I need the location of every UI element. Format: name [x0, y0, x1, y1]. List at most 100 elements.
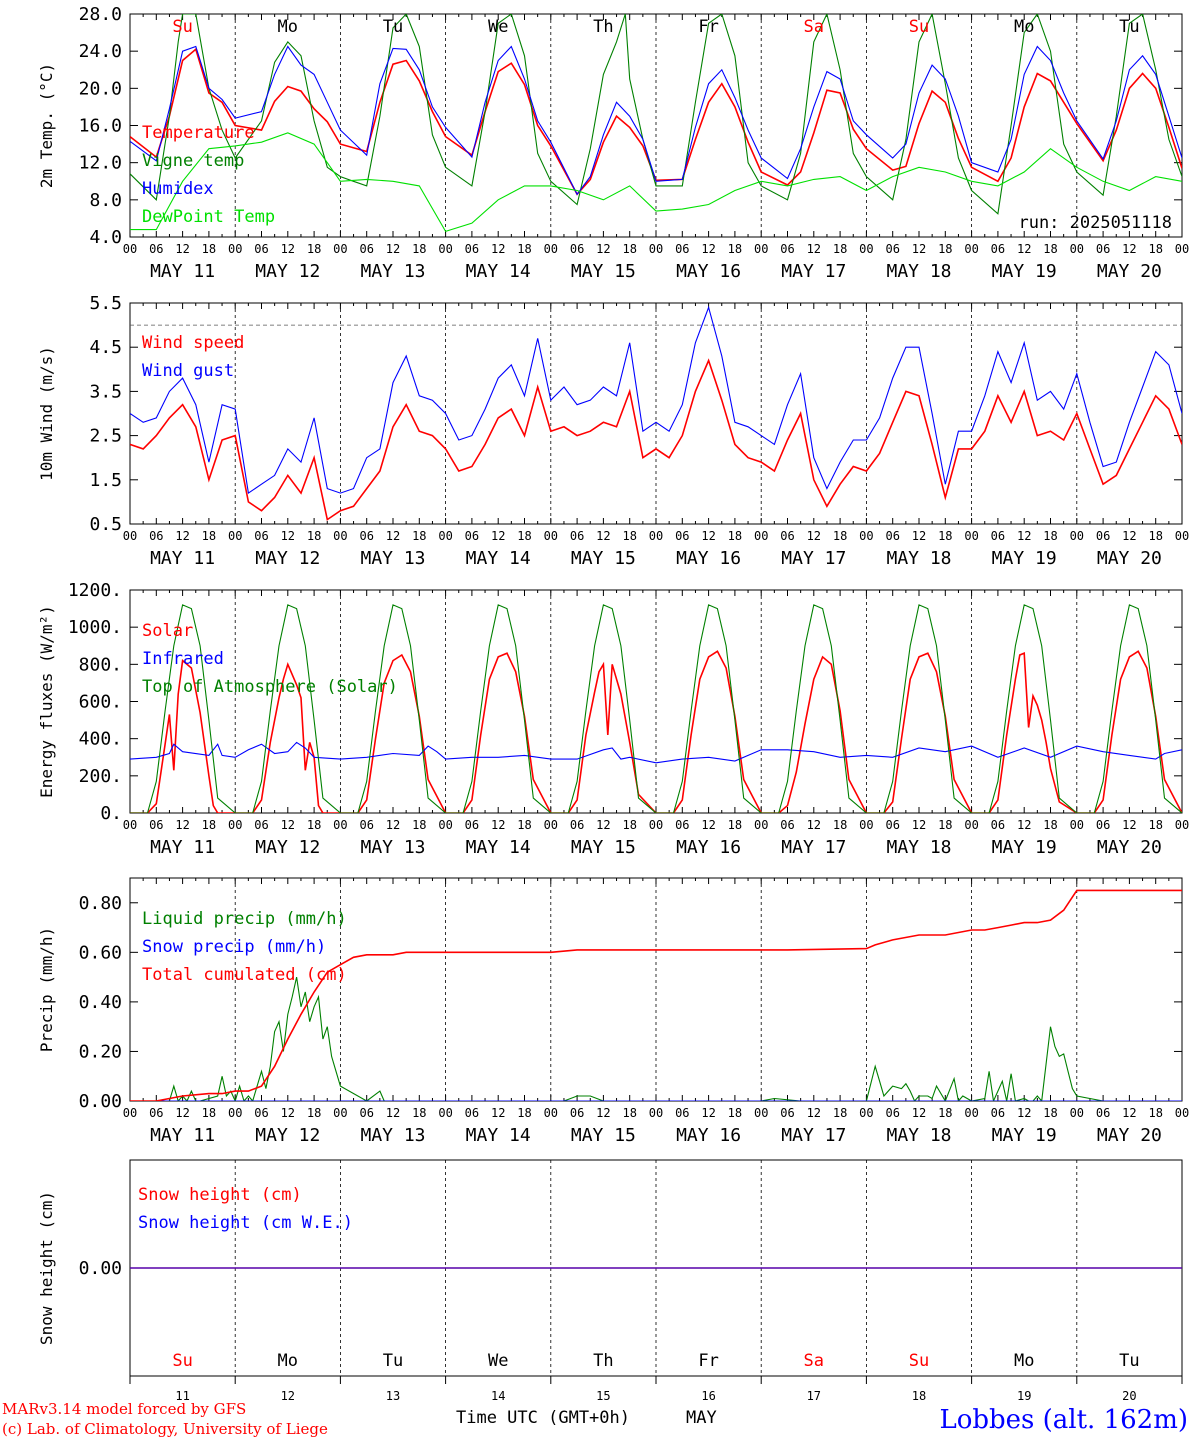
weekday-label: Fr: [698, 17, 718, 37]
hour-tick-label: 18: [1148, 818, 1162, 832]
hour-tick-label: 06: [991, 1106, 1005, 1120]
legend-entry: Wind speed: [142, 333, 244, 353]
weekday-label: Sa: [804, 17, 824, 37]
hour-tick-label: 06: [570, 529, 584, 543]
y-tick-label: 1000.: [68, 617, 122, 638]
hour-tick-label: 06: [675, 529, 689, 543]
date-label: MAY 18: [886, 261, 951, 282]
hour-tick-label: 00: [333, 529, 347, 543]
hour-tick-label: 12: [701, 818, 715, 832]
hour-tick-label: 06: [991, 529, 1005, 543]
series-line-2: [130, 305, 1182, 495]
hour-tick-label: 00: [649, 1106, 663, 1120]
lab-credit-line: (c) Lab. of Climatology, University of L…: [2, 1420, 328, 1438]
hour-tick-label: 06: [465, 529, 479, 543]
hour-tick-label: 00: [544, 818, 558, 832]
hour-tick-label: 18: [833, 1106, 847, 1120]
hour-tick-label: 12: [1017, 1106, 1031, 1120]
y-tick-label: 0.80: [79, 893, 122, 914]
hour-tick-label: 06: [254, 1106, 268, 1120]
hour-tick-label: 00: [123, 1106, 137, 1120]
y-tick-label: 8.0: [89, 190, 122, 211]
date-label: MAY 14: [466, 548, 531, 569]
hour-tick-label: 12: [491, 242, 505, 256]
date-label: MAY 19: [992, 548, 1057, 569]
date-label: MAY 12: [255, 261, 320, 282]
hour-tick-label: 18: [412, 242, 426, 256]
weekday-label: Su: [172, 1351, 192, 1371]
hour-tick-label: 00: [544, 1106, 558, 1120]
hour-tick-label: 06: [885, 1106, 899, 1120]
hour-tick-label: 18: [622, 818, 636, 832]
hour-tick-label: 12: [701, 529, 715, 543]
y-tick-label: 16.0: [79, 116, 122, 137]
hour-tick-label: 12: [1122, 818, 1136, 832]
legend-entry: Temperature: [142, 123, 255, 143]
legend-entry: Humidex: [142, 179, 214, 199]
y-tick-label: 0.60: [79, 942, 122, 963]
y-tick-label: 2.5: [89, 426, 122, 447]
hour-tick-label: 18: [1148, 529, 1162, 543]
y-tick-label: 24.0: [79, 41, 122, 62]
hour-tick-label: 00: [754, 242, 768, 256]
hour-tick-label: 06: [991, 242, 1005, 256]
panel-3: 00 06 12 18 00 06 12 18 00 06 12 18 00 06 12 18 00 06 12 18…: [37, 580, 1189, 858]
day-number-label: 14: [491, 1389, 505, 1403]
hour-tick-label: 12: [912, 1106, 926, 1120]
weekday-label: Tu: [383, 1351, 403, 1371]
weekday-label: Su: [909, 17, 929, 37]
weekday-label: Th: [593, 1351, 613, 1371]
hour-tick-label: 06: [359, 529, 373, 543]
legend-entry: Snow precip (mm/h): [142, 937, 326, 957]
date-label: MAY 16: [676, 548, 741, 569]
hour-tick-label: 12: [491, 818, 505, 832]
hour-tick-label: 18: [938, 242, 952, 256]
y-tick-label: 200.: [79, 766, 122, 787]
hour-tick-label: 00: [1070, 529, 1084, 543]
hour-tick-label: 18: [1148, 1106, 1162, 1120]
legend-entry: Liquid precip (mm/h): [142, 909, 347, 929]
hour-tick-label: 12: [386, 529, 400, 543]
hour-tick-label: 06: [885, 242, 899, 256]
hour-tick-label: 18: [1043, 529, 1057, 543]
series-line-4: [130, 132, 1182, 233]
hour-tick-label: 18: [307, 242, 321, 256]
date-label: MAY 19: [992, 261, 1057, 282]
date-label: MAY 11: [150, 1125, 215, 1146]
hour-tick-label: 00: [1175, 1106, 1189, 1120]
date-label: MAY 14: [466, 261, 531, 282]
series-line-1: [130, 976, 1182, 1101]
hour-tick-label: 12: [1122, 529, 1136, 543]
series-line-1: [130, 358, 1182, 521]
hour-tick-label: 18: [833, 242, 847, 256]
y-tick-label: 4.0: [89, 227, 122, 248]
series-line-1: [130, 650, 1182, 813]
hour-tick-label: 06: [675, 242, 689, 256]
hour-tick-label: 06: [570, 818, 584, 832]
y-tick-label: 400.: [79, 729, 122, 750]
y-tick-label: 0.00: [79, 1091, 122, 1112]
hour-tick-label: 18: [202, 818, 216, 832]
hour-tick-label: 00: [1070, 818, 1084, 832]
hour-tick-label: 00: [964, 1106, 978, 1120]
day-number-label: 12: [281, 1389, 295, 1403]
day-number-label: 17: [807, 1389, 821, 1403]
hour-tick-label: 18: [307, 818, 321, 832]
y-tick-label: 5.5: [89, 293, 122, 314]
hour-tick-label: 12: [1122, 1106, 1136, 1120]
day-number-label: 19: [1017, 1389, 1031, 1403]
date-label: MAY 20: [1097, 548, 1162, 569]
hour-tick-label: 12: [1122, 242, 1136, 256]
month-label: MAY: [686, 1408, 717, 1428]
hour-tick-label: 00: [1070, 1106, 1084, 1120]
hour-tick-label: 00: [333, 242, 347, 256]
hour-tick-label: 06: [1096, 818, 1110, 832]
hour-tick-label: 00: [1175, 529, 1189, 543]
date-label: MAY 15: [571, 548, 636, 569]
date-label: MAY 13: [360, 837, 425, 858]
hour-tick-label: 12: [281, 818, 295, 832]
hour-tick-label: 12: [807, 818, 821, 832]
panel-4: 00 06 12 18 00 06 12 18 00 06 12 18 00 06 12 18 00 06 12 18…: [37, 877, 1189, 1146]
station-label: Lobbes (alt. 162m): [939, 1405, 1188, 1435]
hour-tick-label: 12: [175, 242, 189, 256]
